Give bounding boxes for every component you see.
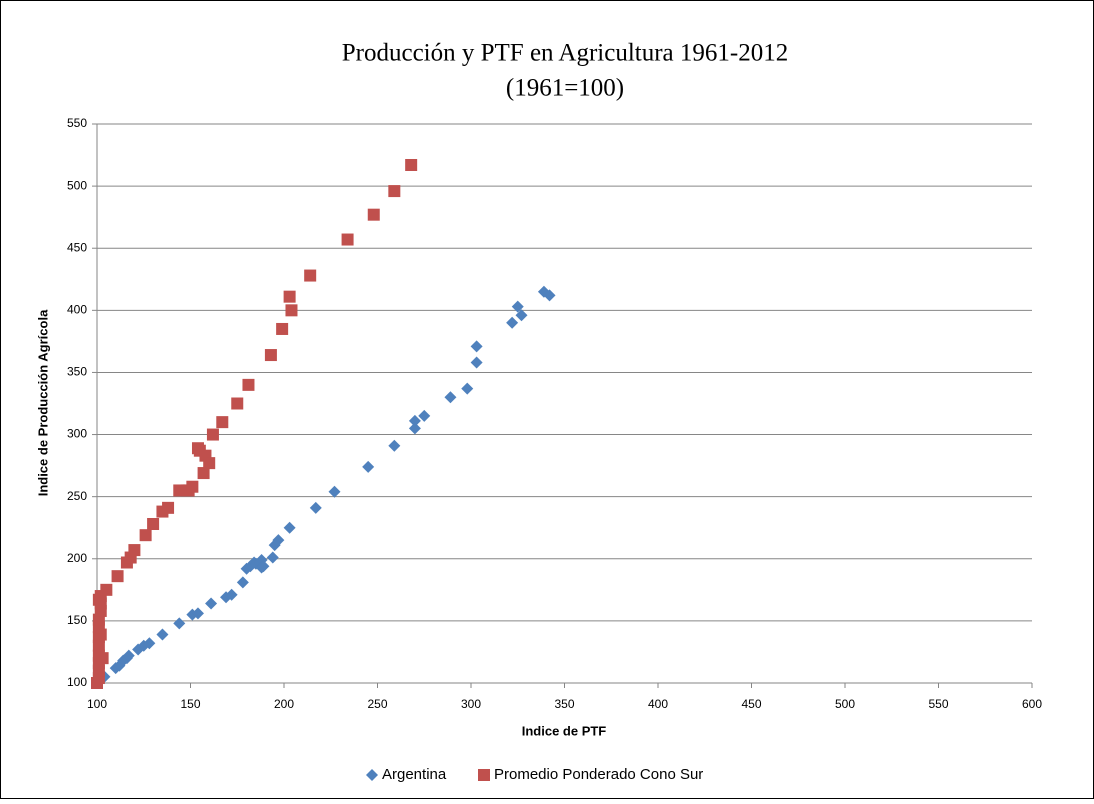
data-point <box>191 607 204 620</box>
y-axis-title: Indice de Producción Agrícola <box>35 309 50 496</box>
data-point <box>264 349 277 362</box>
data-point <box>515 309 528 322</box>
data-point <box>309 501 322 514</box>
data-point <box>257 560 270 573</box>
data-point <box>266 551 279 564</box>
chart-subtitle: (1961=100) <box>506 75 624 102</box>
legend-label: Argentina <box>382 766 447 783</box>
y-tick-label: 500 <box>67 178 87 192</box>
data-point <box>272 534 285 547</box>
data-point <box>418 409 431 422</box>
x-tick-label: 450 <box>741 697 761 711</box>
data-point <box>156 628 169 641</box>
y-tick-label: 100 <box>67 675 87 689</box>
data-point <box>405 158 418 171</box>
data-point <box>128 544 141 557</box>
y-tick-label: 400 <box>67 303 87 317</box>
data-point <box>216 416 229 429</box>
data-point <box>444 391 457 404</box>
data-point <box>328 485 341 498</box>
data-point <box>506 316 519 329</box>
data-point <box>388 439 401 452</box>
y-tick-label: 450 <box>67 240 87 254</box>
data-point <box>511 300 524 313</box>
data-point <box>543 289 556 302</box>
data-point <box>206 428 219 441</box>
data-point <box>408 414 421 427</box>
x-tick-label: 250 <box>367 697 387 711</box>
data-point <box>205 597 218 610</box>
data-point <box>362 460 375 473</box>
x-tick-label: 500 <box>835 697 855 711</box>
data-point <box>225 588 238 601</box>
data-point <box>96 652 109 665</box>
x-tick-label: 600 <box>1022 697 1042 711</box>
legend-marker <box>478 769 490 781</box>
data-point <box>203 457 216 470</box>
x-tick-label: 300 <box>461 697 481 711</box>
data-point <box>242 378 255 391</box>
x-tick-label: 200 <box>274 697 294 711</box>
data-point <box>470 340 483 353</box>
data-point <box>143 637 156 650</box>
x-tick-label: 100 <box>87 697 107 711</box>
data-point <box>283 521 296 534</box>
x-tick-label: 550 <box>928 697 948 711</box>
x-tick-label: 150 <box>180 697 200 711</box>
y-tick-label: 200 <box>67 551 87 565</box>
data-point <box>162 501 175 514</box>
legend-marker <box>366 769 378 781</box>
data-point <box>100 583 113 596</box>
data-point <box>283 290 296 303</box>
data-point <box>147 517 160 530</box>
data-point <box>236 576 249 589</box>
y-tick-label: 550 <box>67 116 87 130</box>
data-point <box>408 422 421 435</box>
data-point <box>285 304 298 317</box>
x-tick-label: 400 <box>648 697 668 711</box>
data-point <box>276 322 289 335</box>
data-point <box>341 233 354 246</box>
x-axis-title: Indice de PTF <box>522 723 607 738</box>
data-point <box>111 570 124 583</box>
y-tick-label: 250 <box>67 489 87 503</box>
y-tick-label: 300 <box>67 427 87 441</box>
data-point <box>367 208 380 221</box>
data-point <box>231 397 244 410</box>
data-point <box>304 269 317 282</box>
legend-label: Promedio Ponderado Cono Sur <box>494 766 703 783</box>
chart-title: Producción y PTF en Agricultura 1961-201… <box>342 40 788 67</box>
x-tick-label: 350 <box>554 697 574 711</box>
data-point <box>122 649 135 662</box>
y-tick-label: 150 <box>67 613 87 627</box>
data-point <box>388 185 401 198</box>
data-point <box>186 480 199 493</box>
data-point <box>461 382 474 395</box>
data-point <box>470 356 483 369</box>
data-point <box>173 617 186 630</box>
y-tick-label: 350 <box>67 365 87 379</box>
data-point <box>197 467 210 480</box>
data-point <box>139 529 152 542</box>
